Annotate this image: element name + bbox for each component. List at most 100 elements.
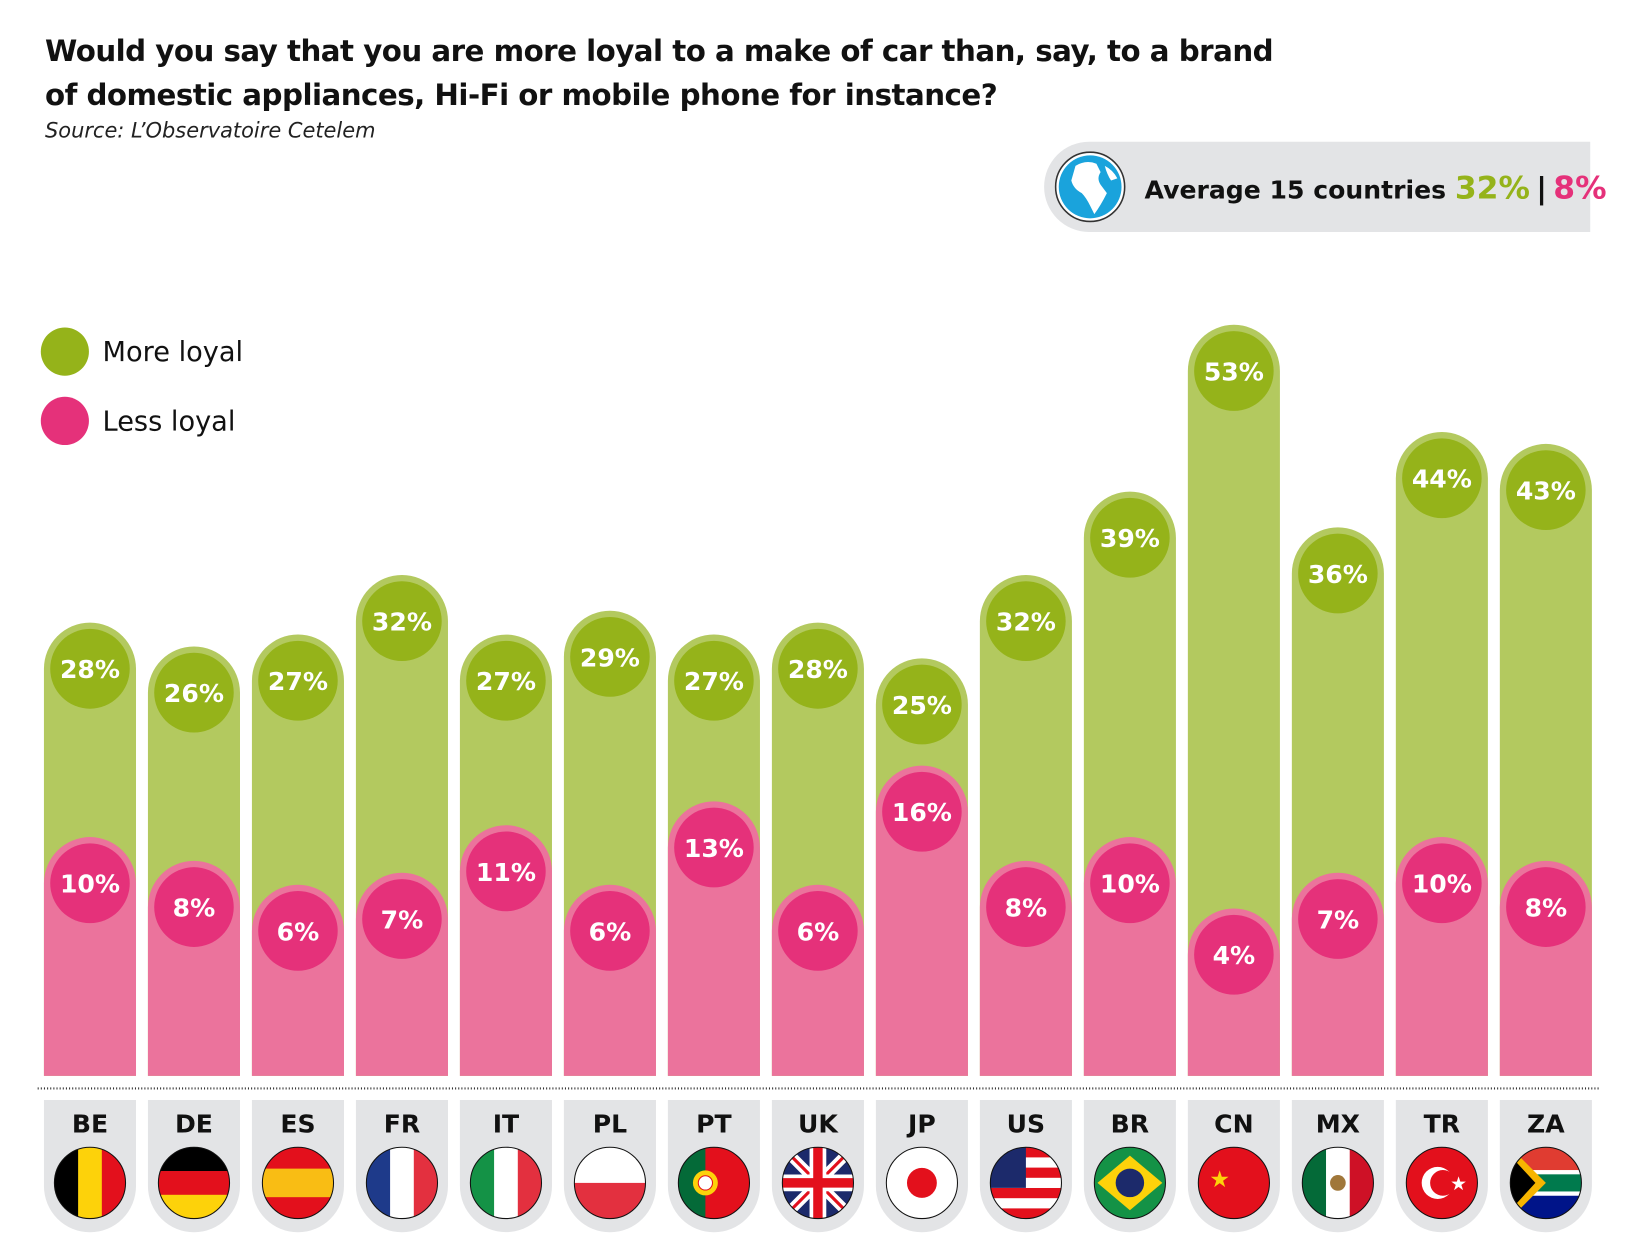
less-loyal-dot (1194, 914, 1274, 995)
more-loyal-dot (1090, 497, 1170, 578)
less-loyal-dot (570, 891, 650, 971)
more-loyal-dot (986, 581, 1066, 662)
less-loyal-dot (674, 807, 754, 888)
more-loyal-dot (882, 664, 962, 745)
title-line-2: of domestic appliances, Hi-Fi or mobile … (44, 77, 998, 113)
more-loyal-label: 27% (476, 667, 536, 696)
more-loyal-dot (778, 628, 858, 709)
more-loyal-dot (570, 617, 650, 697)
country-label: DE (175, 1109, 213, 1138)
more-loyal-label: 53% (1204, 357, 1264, 386)
less-loyal-dot (778, 891, 858, 971)
country-label: PL (593, 1109, 627, 1138)
more-loyal-label: 32% (372, 608, 432, 637)
flag-fr-icon (365, 1146, 439, 1220)
more-loyal-dot (1506, 450, 1586, 530)
less-loyal-dot (362, 879, 442, 959)
more-loyal-label: 29% (580, 643, 640, 672)
country-label: FR (384, 1109, 420, 1138)
flag-mx-icon (1301, 1146, 1374, 1220)
svg-text:★: ★ (1209, 1167, 1230, 1193)
more-loyal-dot (466, 640, 546, 721)
more-loyal-dot (258, 640, 338, 721)
less-loyal-label: 8% (1525, 893, 1568, 922)
flag-uk-icon (781, 1146, 855, 1220)
more-loyal-label: 28% (788, 655, 848, 684)
less-loyal-dot (1090, 843, 1170, 924)
average-label: Average 15 countries (1144, 175, 1447, 205)
country-label: CN (1214, 1109, 1253, 1138)
average-less-value: 8% (1553, 170, 1607, 207)
more-loyal-label: 26% (164, 679, 224, 708)
country-label: BE (72, 1109, 108, 1138)
legend-label: More loyal (103, 337, 244, 368)
more-loyal-label: 43% (1516, 477, 1576, 506)
country-label: BR (1111, 1109, 1149, 1138)
less-loyal-label: 13% (684, 834, 744, 863)
less-loyal-label: 10% (60, 870, 120, 899)
flag-pl-icon (573, 1146, 647, 1220)
legend-swatch-more (40, 327, 89, 376)
flag-it-icon (469, 1146, 543, 1220)
svg-text:★: ★ (1450, 1173, 1467, 1195)
flag-za-icon (1509, 1146, 1582, 1220)
legend-swatch-less (40, 396, 89, 446)
flag-be-icon (53, 1146, 127, 1220)
country-label: MX (1316, 1109, 1360, 1138)
less-loyal-dot (1402, 843, 1482, 924)
country-label: TR (1424, 1109, 1460, 1138)
more-loyal-dot (1402, 438, 1482, 519)
less-loyal-label: 7% (381, 905, 424, 934)
flag-pt-icon (677, 1146, 751, 1220)
less-loyal-dot (882, 771, 962, 852)
more-loyal-dot (154, 652, 234, 733)
flag-jp-icon (885, 1146, 959, 1220)
country-label: ES (280, 1109, 315, 1138)
less-loyal-label: 6% (797, 917, 840, 946)
less-loyal-label: 10% (1412, 870, 1472, 899)
legend-label: Less loyal (103, 406, 236, 437)
more-loyal-dot (362, 581, 442, 662)
less-loyal-dot (154, 867, 234, 947)
less-loyal-label: 8% (173, 893, 216, 922)
flag-es-icon (261, 1146, 335, 1220)
more-loyal-label: 32% (996, 608, 1056, 637)
less-loyal-dot (466, 831, 546, 912)
average-more-value: 32% (1454, 170, 1530, 207)
less-loyal-dot (258, 891, 338, 971)
more-loyal-label: 27% (684, 667, 744, 696)
more-loyal-dot (1298, 533, 1378, 614)
country-label: US (1007, 1109, 1045, 1138)
less-loyal-label: 16% (892, 798, 952, 827)
more-loyal-label: 27% (268, 667, 328, 696)
country-label: IT (493, 1109, 519, 1138)
country-label: ZA (1527, 1109, 1565, 1138)
less-loyal-dot (50, 843, 130, 924)
more-loyal-bar (1187, 324, 1280, 1076)
more-loyal-dot (674, 640, 754, 721)
less-loyal-dot (986, 867, 1066, 947)
less-loyal-label: 7% (1317, 905, 1360, 934)
country-label: PT (696, 1109, 732, 1138)
globe-icon (1054, 151, 1126, 223)
more-loyal-label: 44% (1412, 465, 1472, 494)
flag-de-icon (157, 1146, 231, 1220)
more-loyal-dot (1194, 331, 1274, 411)
source-note: Source: L’Observatoire Cetelem (44, 117, 376, 143)
flag-br-icon (1093, 1146, 1166, 1220)
more-loyal-label: 36% (1308, 560, 1368, 589)
less-loyal-label: 8% (1005, 893, 1048, 922)
more-loyal-label: 39% (1100, 524, 1160, 553)
country-label: JP (906, 1109, 936, 1138)
less-loyal-dot (1298, 879, 1378, 959)
more-loyal-label: 28% (60, 655, 120, 684)
less-loyal-label: 6% (277, 917, 320, 946)
flag-cn-icon: ★ (1197, 1146, 1270, 1220)
less-loyal-label: 10% (1100, 870, 1160, 899)
title-line-1: Would you say that you are more loyal to… (44, 33, 1274, 69)
less-loyal-label: 11% (476, 858, 536, 887)
flag-tr-icon: ★ (1405, 1146, 1478, 1220)
less-loyal-label: 6% (589, 917, 632, 946)
